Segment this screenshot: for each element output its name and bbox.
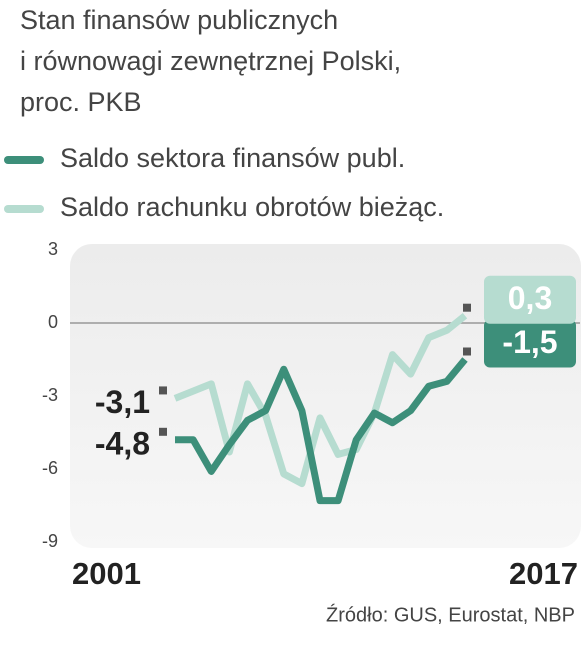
y-tick-label: -9 (42, 531, 58, 551)
y-tick-label: -6 (42, 458, 58, 478)
end-label: 0,3 (508, 280, 552, 316)
chart-title: proc. PKB (20, 87, 142, 117)
end-marker (159, 427, 167, 436)
chart-title: Stan finansów publicznych (20, 5, 338, 35)
end-label-box (484, 319, 576, 368)
chart-title: i równowagi zewnętrznej Polski, (20, 46, 401, 76)
end-marker (463, 347, 471, 356)
y-tick-label: 0 (48, 312, 58, 332)
plot-background (70, 244, 581, 548)
series-line (175, 357, 468, 505)
legend-label: Saldo rachunku obrotów bieżąc. (60, 192, 444, 222)
y-tick-label: 3 (48, 239, 58, 259)
x-tick-label: 2017 (509, 556, 578, 591)
series-line (173, 312, 468, 488)
end-label-box (484, 275, 576, 324)
start-label: -4,8 (95, 425, 150, 461)
y-tick-label: -3 (42, 385, 58, 405)
end-marker (159, 386, 167, 395)
start-label: -3,1 (95, 384, 150, 420)
end-label: -1,5 (502, 324, 557, 360)
end-marker (463, 303, 471, 312)
legend-label: Saldo sektora finansów publ. (60, 143, 405, 173)
x-tick-label: 2001 (72, 556, 141, 591)
source: Źródło: GUS, Eurostat, NBP (326, 603, 575, 626)
